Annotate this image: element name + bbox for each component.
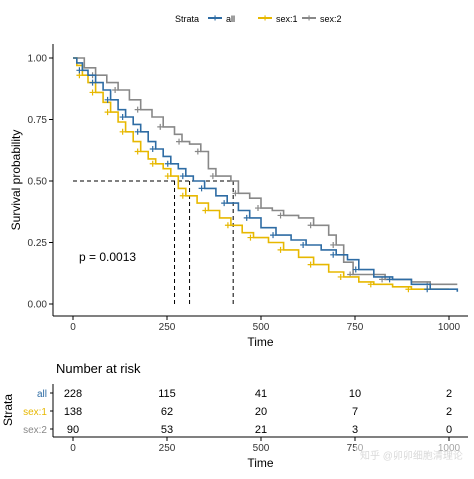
censor-mark-all-20 (221, 200, 228, 207)
censor-mark-sex1-16 (179, 192, 186, 199)
legend-entry-2: sex:2 (320, 14, 342, 24)
censor-mark-sex1-8 (119, 128, 126, 135)
censor-mark-all-10 (134, 128, 141, 135)
survival-curve-sex1 (73, 57, 449, 290)
p-value-label: p = 0.0013 (79, 250, 136, 264)
risk-table-y-title: Strata (1, 394, 15, 426)
risk-cell-0-2: 41 (255, 388, 267, 400)
censor-mark-all-2 (76, 67, 83, 74)
censor-mark-sex2-4 (112, 86, 119, 93)
legend-key-mark-2: + (306, 14, 312, 25)
risk-cell-1-2: 20 (255, 406, 267, 418)
risk-table-x-title: Time (247, 456, 274, 470)
censor-mark-all-8 (119, 114, 126, 121)
censor-mark-all-22 (243, 214, 250, 221)
censor-mark-all-14 (164, 160, 171, 167)
censor-mark-sex1-32 (405, 286, 412, 293)
risk-cell-0-1: 115 (158, 388, 176, 400)
censor-mark-all-24 (270, 232, 277, 239)
censor-mark-sex1-6 (104, 109, 111, 116)
censor-mark-sex1-24 (277, 246, 284, 253)
x-tick-label-3: 750 (347, 322, 364, 333)
y-tick-label-3: 0.75 (28, 115, 48, 126)
risk-x-tick-label-2: 500 (253, 443, 270, 454)
risk-row-label-2: sex:2 (23, 425, 47, 436)
censor-mark-sex1-28 (337, 273, 344, 280)
survival-curve-all (73, 57, 459, 292)
censor-mark-all-30 (352, 266, 359, 273)
censor-mark-sex2-18 (255, 205, 261, 212)
censor-mark-sex2-24 (330, 241, 337, 248)
risk-cell-0-0: 228 (64, 388, 82, 400)
risk-cell-1-1: 62 (161, 406, 173, 418)
censor-mark-sex1-10 (134, 148, 141, 155)
risk-cell-1-4: 2 (446, 406, 452, 418)
censor-mark-sex2-8 (157, 123, 164, 130)
censor-mark-all-28 (330, 251, 337, 258)
censor-mark-sex2-20 (277, 212, 284, 219)
risk-x-tick-label-0: 0 (70, 443, 76, 454)
x-axis-title: Time (247, 335, 274, 349)
x-tick-label-4: 1000 (438, 322, 461, 333)
censor-mark-sex2-6 (134, 106, 141, 113)
censor-mark-sex1-12 (149, 160, 156, 167)
y-tick-label-4: 1.00 (28, 54, 48, 65)
risk-cell-1-3: 7 (352, 406, 358, 418)
risk-cell-2-4: 0 (446, 424, 452, 436)
y-axis-title: Survival probability (9, 130, 23, 231)
risk-row-label-0: all (37, 389, 47, 400)
censor-mark-sex1-14 (164, 173, 171, 180)
censor-mark-sex2-10 (176, 138, 183, 145)
legend-key-mark-0: + (212, 14, 218, 25)
x-tick-label-2: 500 (253, 322, 270, 333)
survival-curve-sex2 (73, 57, 458, 286)
censor-mark-sex1-20 (224, 222, 231, 229)
censor-mark-sex2-22 (307, 222, 314, 229)
risk-cell-2-3: 3 (352, 424, 358, 436)
risk-cell-1-0: 138 (64, 406, 82, 418)
censor-mark-all-16 (179, 173, 186, 180)
risk-table-title: Number at risk (56, 361, 141, 376)
censor-mark-all-18 (198, 185, 205, 192)
censor-mark-all-26 (300, 241, 307, 248)
censor-mark-all-34 (424, 286, 431, 293)
y-tick-label-1: 0.25 (28, 238, 48, 249)
censor-mark-sex2-14 (209, 173, 216, 180)
risk-cell-2-1: 53 (161, 424, 173, 436)
risk-x-tick-label-1: 250 (159, 443, 176, 454)
legend-title: Strata (175, 14, 199, 24)
censor-mark-sex2-12 (194, 148, 201, 155)
y-tick-label-2: 0.50 (28, 177, 48, 188)
legend-entry-0: all (226, 14, 235, 24)
censor-mark-all-12 (149, 146, 156, 153)
legend-entry-1: sex:1 (276, 14, 298, 24)
risk-row-label-1: sex:1 (23, 407, 47, 418)
censor-mark-all-32 (386, 276, 393, 283)
watermark-overlay (355, 444, 473, 466)
x-tick-label-0: 0 (70, 322, 76, 333)
censor-mark-sex1-18 (202, 207, 209, 214)
censor-mark-all-6 (104, 96, 111, 103)
legend-key-mark-1: + (262, 14, 268, 25)
risk-cell-0-3: 10 (349, 388, 361, 400)
censor-mark-sex1-4 (89, 89, 96, 96)
risk-cell-2-2: 21 (255, 424, 267, 436)
censor-mark-sex2-16 (232, 190, 239, 197)
censor-mark-sex1-30 (367, 281, 374, 288)
x-tick-label-1: 250 (159, 322, 176, 333)
risk-cell-0-4: 2 (446, 388, 452, 400)
censor-mark-sex1-26 (307, 261, 314, 268)
censor-mark-all-4 (89, 79, 96, 86)
censor-mark-sex1-22 (247, 234, 254, 241)
risk-cell-2-0: 90 (67, 424, 79, 436)
y-tick-label-0: 0.00 (28, 300, 48, 311)
